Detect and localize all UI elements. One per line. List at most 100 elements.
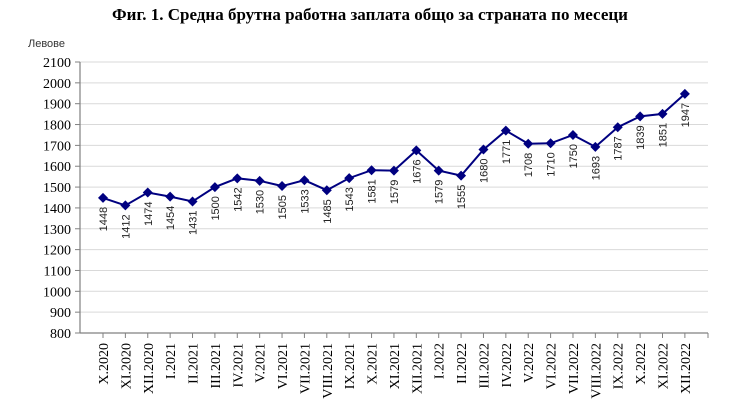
x-tick-label: III.2022: [477, 343, 492, 389]
data-point-marker: [590, 141, 601, 152]
x-tick-label: XII.2022: [679, 343, 694, 394]
data-point-marker: [635, 111, 646, 122]
x-tick-label: X.2021: [366, 343, 381, 385]
data-value-label: 1771: [501, 140, 513, 164]
data-series: [98, 88, 690, 211]
data-point-marker: [523, 138, 534, 149]
data-value-label: 1710: [546, 152, 558, 176]
x-tick-label: IV.2021: [231, 343, 246, 387]
data-point-marker: [321, 185, 332, 196]
data-value-label: 1454: [165, 206, 177, 230]
data-value-label: 1579: [434, 180, 446, 204]
x-tick-label: IX.2022: [612, 343, 627, 389]
y-tick-label: 1200: [43, 244, 71, 259]
data-value-label: 1555: [456, 185, 468, 209]
data-point-marker: [142, 187, 153, 198]
x-tick-label: XI.2022: [657, 343, 672, 389]
x-tick-label: VI.2022: [545, 343, 560, 389]
data-point-marker: [277, 181, 288, 192]
data-value-label: 1542: [232, 187, 244, 211]
data-point-marker: [388, 165, 399, 176]
data-value-label: 1708: [523, 153, 535, 177]
data-value-label: 1676: [411, 159, 423, 183]
x-axis: X.2020 XI.2020 XII.2020 I.2021 II.2021 III.20…: [80, 332, 709, 399]
data-value-label: 1485: [322, 199, 334, 223]
y-tick-label: 1500: [43, 181, 71, 196]
y-tick-label: 1700: [43, 139, 71, 154]
y-tick-label: 1100: [44, 264, 71, 279]
data-value-label: 1839: [635, 125, 647, 149]
gridlines: [80, 61, 708, 313]
data-point-marker: [679, 88, 690, 99]
data-value-label: 1533: [299, 189, 311, 213]
data-value-label: 1750: [568, 144, 580, 168]
chart-title: Фиг. 1. Средна брутна работна заплата об…: [112, 5, 628, 24]
data-value-label: 1505: [277, 195, 289, 219]
x-tick-label: IX.2021: [343, 343, 358, 389]
y-tick-label: 2100: [43, 56, 71, 71]
data-value-label: 1543: [344, 187, 356, 211]
y-tick-label: 1900: [43, 98, 71, 113]
y-tick-label: 2000: [43, 77, 71, 92]
data-value-label: 1693: [590, 156, 602, 180]
data-value-label: 1851: [658, 123, 670, 147]
data-point-marker: [411, 145, 422, 156]
data-value-label: 1947: [680, 103, 692, 127]
data-value-label: 1500: [210, 196, 222, 220]
y-axis: 800 900 1000 1100 1200 1300 1400 1500 1600 1700 18…: [43, 56, 81, 342]
data-point-marker: [232, 173, 243, 184]
data-point-marker: [657, 108, 668, 119]
x-tick-label: II.2022: [455, 343, 470, 384]
x-tick-label: XII.2020: [142, 343, 157, 394]
x-tick-label: III.2021: [209, 343, 224, 389]
x-tick-label: VII.2022: [567, 343, 582, 394]
data-value-label: 1579: [389, 180, 401, 204]
x-tick-label: X.2022: [634, 343, 649, 385]
y-tick-label: 800: [50, 327, 71, 342]
x-tick-label: V.2022: [522, 343, 537, 383]
data-value-label: 1581: [367, 179, 379, 203]
y-tick-label: 1000: [43, 285, 71, 300]
data-point-marker: [187, 196, 198, 207]
data-value-label: 1412: [120, 214, 132, 238]
x-tick-label: X.2020: [97, 343, 112, 385]
data-point-marker: [456, 170, 467, 181]
x-tick-label: VIII.2021: [321, 343, 336, 399]
y-tick-label: 1400: [43, 202, 71, 217]
x-tick-label: I.2021: [164, 343, 179, 379]
data-point-marker: [209, 182, 220, 193]
data-point-marker: [165, 191, 176, 202]
data-labels: 1448 1412 1474 1454 1431 1500 1542 1530 1505 1533…: [98, 103, 692, 239]
y-tick-label: 1800: [43, 119, 71, 134]
data-point-marker: [567, 129, 578, 140]
x-tick-label: I.2022: [433, 343, 448, 379]
data-point-marker: [478, 144, 489, 155]
y-axis-label: Левове: [28, 38, 66, 50]
data-point-marker: [98, 192, 108, 203]
x-tick-label: V.2021: [254, 343, 269, 383]
y-tick-label: 1600: [43, 160, 71, 175]
data-point-marker: [299, 175, 310, 186]
data-value-label: 1474: [143, 201, 155, 225]
data-point-marker: [433, 165, 444, 176]
y-tick-label: 1300: [43, 223, 71, 238]
x-tick-label: XII.2021: [410, 343, 425, 394]
data-point-marker: [612, 122, 623, 133]
y-tick-label: 900: [50, 306, 71, 321]
x-tick-label: VII.2021: [298, 343, 313, 394]
data-point-marker: [254, 175, 265, 186]
x-tick-label: VIII.2022: [589, 343, 604, 399]
data-value-label: 1787: [613, 136, 625, 160]
data-value-label: 1431: [188, 210, 200, 234]
data-point-marker: [366, 165, 377, 176]
data-value-label: 1680: [478, 159, 490, 183]
x-tick-label: II.2021: [187, 343, 202, 384]
data-point-marker: [500, 125, 511, 136]
data-value-label: 1448: [98, 207, 110, 231]
x-tick-label: VI.2021: [276, 343, 291, 389]
x-tick-label: XI.2021: [388, 343, 403, 389]
data-point-marker: [344, 173, 355, 184]
x-tick-label: IV.2022: [500, 343, 515, 387]
data-point-marker: [120, 200, 131, 211]
